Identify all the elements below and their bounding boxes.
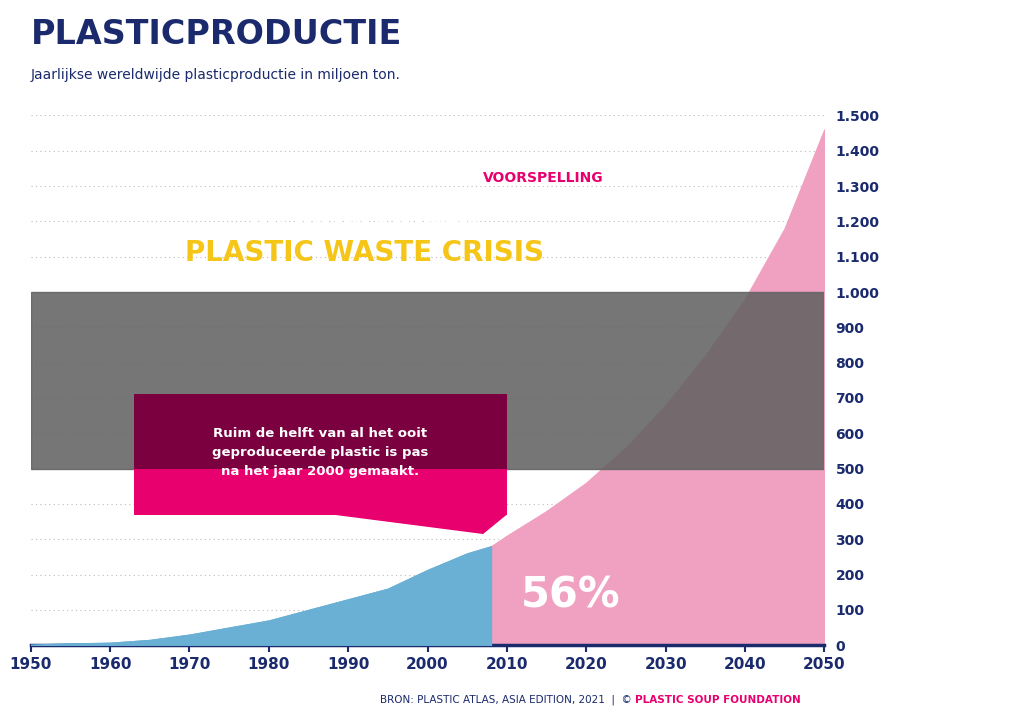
Text: 56%: 56% (520, 575, 621, 617)
Text: VOORSPELLING: VOORSPELLING (483, 171, 604, 185)
Text: BRON: PLASTIC ATLAS, ASIA EDITION, 2021  |  ©: BRON: PLASTIC ATLAS, ASIA EDITION, 2021 … (380, 694, 635, 705)
Text: PLASTICPRODUCTIE: PLASTICPRODUCTIE (31, 18, 402, 51)
Bar (134, 394, 507, 469)
Text: THE WORLD'S ANNUAL: THE WORLD'S ANNUAL (249, 210, 479, 228)
Text: PLASTIC SOUP FOUNDATION: PLASTIC SOUP FOUNDATION (635, 695, 801, 705)
Text: Ruim de helft van al het ooit
geproduceerde plastic is pas
na het jaar 2000 gema: Ruim de helft van al het ooit geproducee… (212, 428, 429, 478)
Bar (31, 292, 824, 469)
Polygon shape (333, 515, 507, 534)
Text: PLASTIC WASTE CRISIS: PLASTIC WASTE CRISIS (184, 239, 544, 267)
Text: Jaarlijkse wereldwijde plasticproductie in miljoen ton.: Jaarlijkse wereldwijde plasticproductie … (31, 68, 400, 82)
Bar (134, 469, 507, 515)
